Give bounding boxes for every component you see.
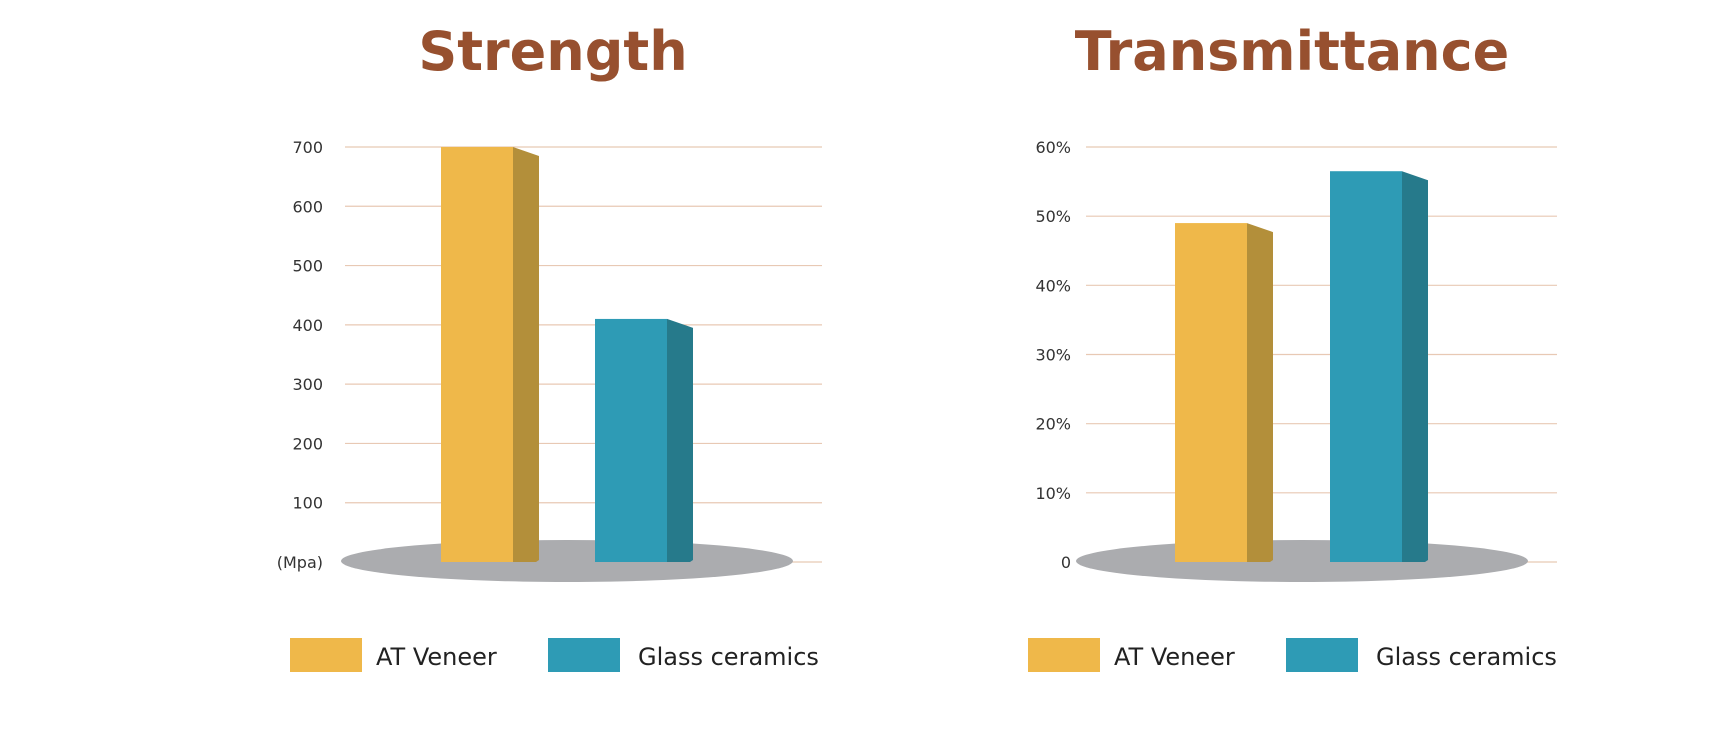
y-tick-label: 500 xyxy=(292,257,323,276)
legend-label: Glass ceramics xyxy=(1376,643,1557,671)
chart-strength: Strength (Mpa) 100 200 300 400 500 600 700 AT Ven… xyxy=(277,20,822,672)
bar-glass-ceramics xyxy=(1330,171,1428,563)
chart-title: Strength xyxy=(418,20,687,83)
legend-swatch xyxy=(1028,638,1100,672)
y-tick-label: 20% xyxy=(1035,415,1071,434)
y-tick-label: 600 xyxy=(292,197,323,216)
legend-swatch xyxy=(548,638,620,672)
bar-side xyxy=(513,147,539,562)
y-tick-label: 100 xyxy=(292,494,323,513)
y-tick-label: 40% xyxy=(1035,276,1071,295)
bar-front xyxy=(441,147,513,562)
chart-title: Transmittance xyxy=(1075,20,1509,83)
y-tick-label: 400 xyxy=(292,316,323,335)
y-tick-label: 50% xyxy=(1035,207,1071,226)
legend-swatch xyxy=(290,638,362,672)
chart-transmittance: Transmittance 0 10% 20% 30% 40% 50% 60% AT Venee… xyxy=(1028,20,1557,672)
y-tick-label: 60% xyxy=(1035,138,1071,157)
bar-at-veneer xyxy=(441,147,539,562)
bar-at-veneer xyxy=(1175,223,1273,563)
legend-label: AT Veneer xyxy=(376,643,497,671)
y-tick-label: 0 xyxy=(1061,553,1071,572)
chart-base-ellipse xyxy=(341,540,793,582)
y-tick-label: 700 xyxy=(292,138,323,157)
y-tick-label: 10% xyxy=(1035,484,1071,503)
y-tick-label: (Mpa) xyxy=(277,553,323,572)
bar-side xyxy=(667,318,693,562)
legend-label: Glass ceramics xyxy=(638,643,819,671)
legend-label: AT Veneer xyxy=(1114,643,1235,671)
bar-glass-ceramics xyxy=(595,318,693,562)
bar-front xyxy=(595,318,667,562)
legend-swatch xyxy=(1286,638,1358,672)
y-tick-label: 30% xyxy=(1035,346,1071,365)
bar-side xyxy=(1247,223,1273,563)
bar-front xyxy=(1175,223,1247,563)
chart-base-ellipse xyxy=(1076,540,1528,582)
y-tick-label: 200 xyxy=(292,434,323,453)
y-tick-label: 300 xyxy=(292,375,323,394)
bar-front xyxy=(1330,171,1402,563)
bar-side xyxy=(1402,171,1428,563)
